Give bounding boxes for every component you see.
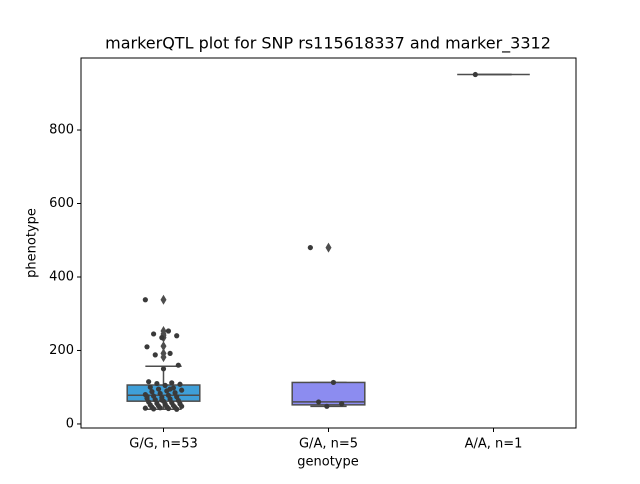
- data-point: [324, 403, 330, 409]
- data-point: [172, 390, 178, 396]
- data-point: [144, 393, 150, 400]
- data-point: [160, 366, 167, 372]
- data-point: [174, 406, 180, 412]
- outlier: [160, 352, 167, 363]
- data-point: [146, 379, 152, 385]
- data-point: [142, 405, 148, 411]
- data-point: [167, 386, 173, 392]
- data-point: [142, 297, 148, 303]
- data-point: [174, 333, 180, 339]
- data-point: [151, 331, 157, 337]
- data-point: [472, 71, 478, 78]
- data-point: [157, 390, 163, 397]
- x-tick-label: G/G, n=53: [129, 437, 197, 452]
- data-point: [152, 352, 158, 358]
- y-axis-label: phenotype: [25, 208, 40, 278]
- outlier: [325, 242, 332, 253]
- data-point: [159, 397, 165, 403]
- data-point: [177, 381, 183, 387]
- x-axis-label: genotype: [297, 455, 358, 470]
- data-point: [330, 379, 337, 386]
- data-point: [157, 405, 163, 411]
- data-point: [179, 387, 185, 393]
- chart-title: markerQTL plot for SNP rs115618337 and m…: [105, 34, 551, 54]
- x-tick-label: G/A, n=5: [299, 437, 358, 452]
- outlier: [160, 341, 167, 352]
- data-point: [151, 406, 157, 412]
- x-tick-label: A/A, n=1: [465, 437, 523, 452]
- data-point: [165, 405, 172, 412]
- data-point: [175, 362, 181, 368]
- data-point: [165, 328, 172, 334]
- data-point: [339, 401, 345, 407]
- data-point: [169, 380, 175, 386]
- y-tick-label: 400: [49, 269, 74, 284]
- y-tick-label: 0: [66, 416, 74, 431]
- outlier: [160, 294, 167, 305]
- data-point: [159, 335, 165, 341]
- data-point: [155, 386, 162, 392]
- data-point: [307, 244, 313, 251]
- data-point: [316, 399, 322, 405]
- data-point: [154, 380, 160, 387]
- y-tick-label: 200: [49, 343, 74, 358]
- data-point: [162, 382, 168, 388]
- data-point: [179, 403, 185, 409]
- data-point: [147, 384, 153, 390]
- data-point: [149, 389, 155, 395]
- y-tick-label: 600: [49, 196, 74, 211]
- y-tick-label: 800: [49, 123, 74, 138]
- data-point: [144, 344, 150, 350]
- data-point: [167, 350, 173, 357]
